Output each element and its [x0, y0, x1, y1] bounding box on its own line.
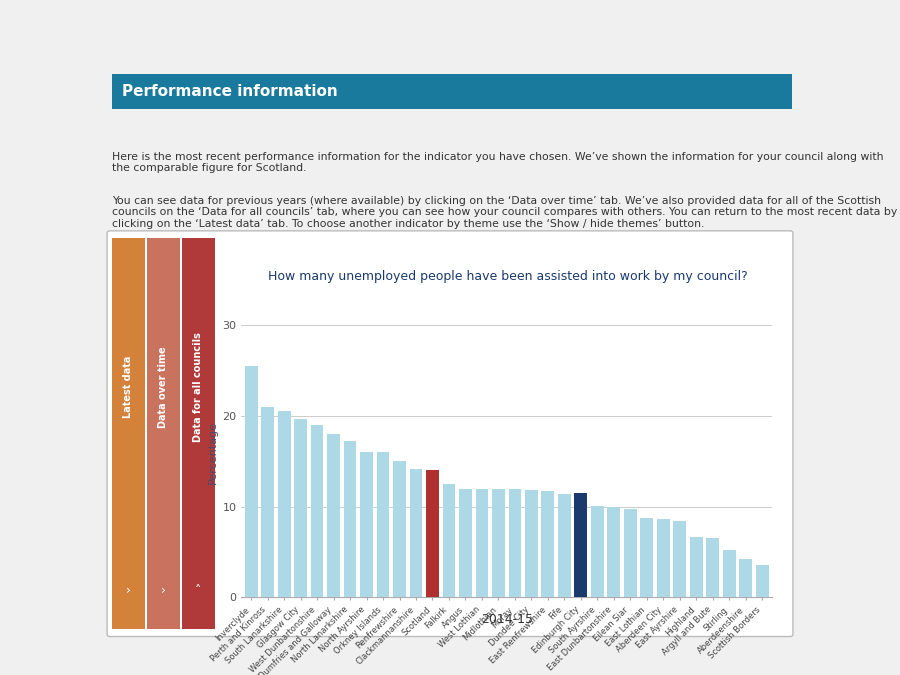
Bar: [508, 489, 521, 597]
Text: How many unemployed people have been assisted into work by my council?: How many unemployed people have been ass…: [268, 271, 748, 284]
Text: ›: ›: [161, 583, 166, 597]
Text: You can see data for previous years (where available) by clicking on the ‘Data o: You can see data for previous years (whe…: [112, 196, 896, 229]
Bar: [410, 468, 422, 597]
Bar: [277, 412, 291, 597]
Bar: [310, 425, 323, 597]
Bar: [426, 470, 439, 597]
Bar: [740, 560, 752, 597]
Bar: [261, 407, 274, 597]
Bar: [492, 489, 505, 597]
Bar: [673, 521, 687, 597]
Bar: [393, 461, 406, 597]
Bar: [112, 238, 145, 629]
Bar: [344, 441, 356, 597]
Bar: [641, 518, 653, 597]
Bar: [376, 452, 390, 597]
Bar: [608, 507, 620, 597]
Text: ›: ›: [126, 583, 130, 597]
Bar: [690, 537, 703, 597]
FancyBboxPatch shape: [107, 231, 793, 637]
Bar: [459, 489, 472, 597]
Text: Latest data: Latest data: [123, 356, 133, 418]
Bar: [294, 418, 307, 597]
Text: Performance information: Performance information: [122, 84, 338, 99]
Bar: [112, 74, 792, 109]
Bar: [147, 238, 180, 629]
Bar: [706, 539, 719, 597]
Bar: [245, 366, 257, 597]
Bar: [756, 565, 769, 597]
Bar: [443, 484, 455, 597]
Bar: [723, 550, 736, 597]
Text: Here is the most recent performance information for the indicator you have chose: Here is the most recent performance info…: [112, 152, 883, 173]
Bar: [475, 489, 489, 597]
Bar: [360, 452, 373, 597]
Bar: [525, 490, 538, 597]
Bar: [558, 494, 571, 597]
Text: Data for all councils: Data for all councils: [194, 332, 203, 441]
Bar: [182, 238, 215, 629]
Bar: [574, 493, 588, 597]
Bar: [591, 506, 604, 597]
Bar: [327, 434, 340, 597]
Bar: [657, 519, 670, 597]
Bar: [542, 491, 554, 597]
Text: Data over time: Data over time: [158, 346, 168, 427]
Text: ˄: ˄: [195, 583, 202, 597]
Bar: [624, 510, 637, 597]
Text: 2014-15: 2014-15: [481, 614, 533, 626]
Y-axis label: Percentage: Percentage: [208, 421, 218, 484]
